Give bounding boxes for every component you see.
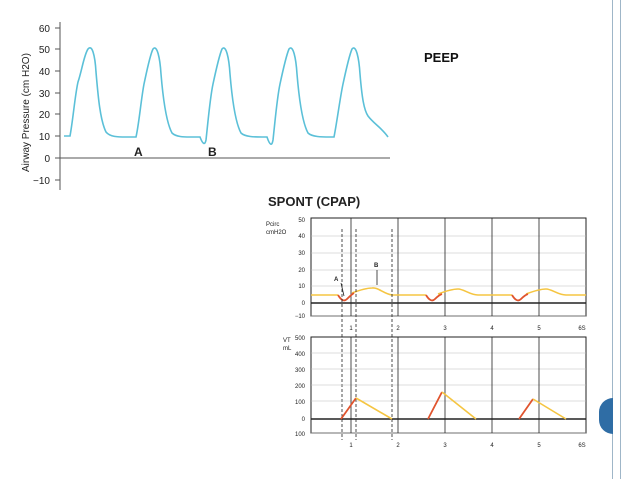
lower-xtick: 1 [349, 443, 353, 449]
pressure-baseline-trace [311, 287, 586, 296]
upper-xtick: 3 [443, 326, 447, 332]
pressure-ytick: 50 [298, 218, 305, 224]
pressure-ytick: 40 [298, 234, 305, 240]
slide-frame-right-line [620, 0, 621, 479]
top-ytick-label: 0 [44, 154, 50, 165]
top-chart-background [16, 12, 402, 198]
upper-xtick: 2 [396, 326, 400, 332]
upper-xtick: 5 [537, 326, 541, 332]
lower-xtick: 3 [443, 443, 447, 449]
upper-xtick: 6S [578, 326, 585, 332]
pressure-ytick: 30 [298, 251, 305, 257]
pressure-grid-frame [310, 217, 587, 317]
peep-label: PEEP [424, 50, 459, 65]
lower-xtick: 2 [396, 443, 400, 449]
volume-panel: VT mL 500 400 300 200 100 0 100 [283, 336, 587, 449]
top-marker-a: A [134, 145, 143, 159]
pressure-panel: Pcirc cmH2O 50 40 30 20 10 0 −10 [266, 217, 587, 440]
spont-cpap-title: SPONT (CPAP) [268, 194, 360, 209]
top-ytick-label: 60 [39, 24, 51, 35]
volume-grid-lines [311, 352, 586, 434]
lower-xtick: 6S [578, 443, 585, 449]
top-marker-b: B [208, 145, 217, 159]
phase-dashed-lines [341, 229, 393, 440]
pressure-grid-vlines [350, 218, 540, 316]
pressure-label-line2: cmH2O [266, 230, 287, 236]
slide-frame-left-line [612, 0, 613, 479]
volume-ytick: 300 [295, 368, 306, 374]
volume-expiration-trace [355, 391, 567, 420]
top-airway-pressure-chart: Airway Pressure (cm H2O) 60 50 40 30 20 … [16, 12, 402, 198]
top-ytick-label: 10 [39, 132, 51, 143]
top-chart-ylabel: Airway Pressure (cm H2O) [21, 53, 32, 172]
top-ytick-label: 30 [39, 89, 51, 100]
pressure-ytick: 10 [298, 284, 305, 290]
volume-ytick: 100 [295, 432, 306, 438]
top-ytick-label: 50 [39, 45, 51, 56]
top-ytick-label: −10 [33, 176, 50, 187]
volume-ytick: 200 [295, 384, 306, 390]
upper-xtick: 1 [349, 326, 353, 332]
pressure-ytick: −10 [295, 314, 306, 320]
pressure-ytick: 20 [298, 268, 305, 274]
volume-grid-vlines [350, 337, 540, 433]
volume-ytick: 100 [295, 400, 306, 406]
top-chart-y-ticks [55, 27, 60, 181]
pressure-marker-b: B [374, 263, 379, 269]
volume-label-line2: mL [283, 346, 292, 352]
volume-ytick: 0 [302, 417, 306, 423]
top-ytick-label: 40 [39, 67, 51, 78]
spont-cpap-figure: SPONT (CPAP) Pcirc cmH2O 50 40 30 20 [266, 194, 587, 449]
upper-xtick: 4 [490, 326, 494, 332]
pressure-ytick: 0 [302, 301, 306, 307]
marker-a-arrow [340, 282, 345, 297]
top-ytick-label: 20 [39, 110, 51, 121]
volume-inspiration-trace [340, 391, 534, 420]
volume-ytick: 500 [295, 336, 306, 342]
pressure-grid-lines [311, 235, 586, 317]
lower-xtick: 4 [490, 443, 494, 449]
pressure-marker-a: A [334, 277, 339, 283]
lower-xtick: 5 [537, 443, 541, 449]
volume-label-line1: VT [283, 338, 291, 344]
slide-accent-tab [599, 398, 613, 434]
pressure-effort-trace [337, 292, 529, 302]
volume-ytick: 400 [295, 352, 306, 358]
pressure-label-line1: Pcirc [266, 222, 279, 228]
top-pressure-waveform [64, 47, 389, 145]
